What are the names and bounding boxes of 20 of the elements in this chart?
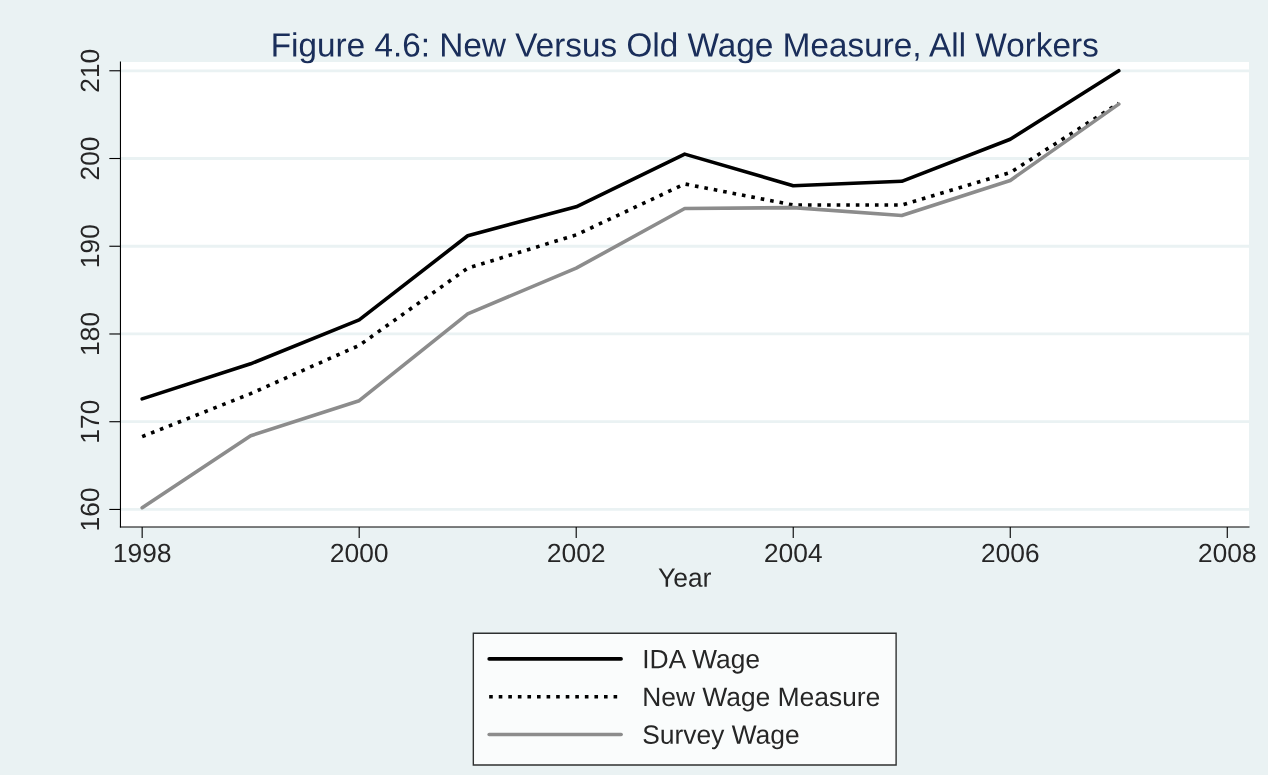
y-tick-label: 200 <box>80 137 100 180</box>
line-series <box>140 68 1121 401</box>
x-tick-label: 2002 <box>548 543 605 563</box>
y-tick-label: 180 <box>80 313 100 354</box>
y-tick-label: 170 <box>80 400 100 442</box>
x-tick-label: 2008 <box>1199 543 1256 563</box>
line-series <box>140 102 1121 510</box>
line-series <box>140 101 1121 439</box>
x-axis-title: Year <box>658 568 711 587</box>
legend-label: New Wage Measure <box>644 687 880 712</box>
y-tick-label: 190 <box>80 225 100 267</box>
x-tick-label: 2006 <box>982 543 1039 563</box>
chart-title: Figure 4.6: New Versus Old Wage Measure, All Workers <box>273 32 1098 64</box>
x-tick-label: 1998 <box>114 543 171 563</box>
legend-label: Survey Wage <box>643 725 799 750</box>
y-tick-label: 160 <box>80 488 100 530</box>
legend-label: IDA Wage <box>644 650 759 674</box>
x-tick-label: 2004 <box>765 543 822 563</box>
y-tick-label: 210 <box>80 49 100 92</box>
x-tick-label: 2000 <box>331 543 388 563</box>
